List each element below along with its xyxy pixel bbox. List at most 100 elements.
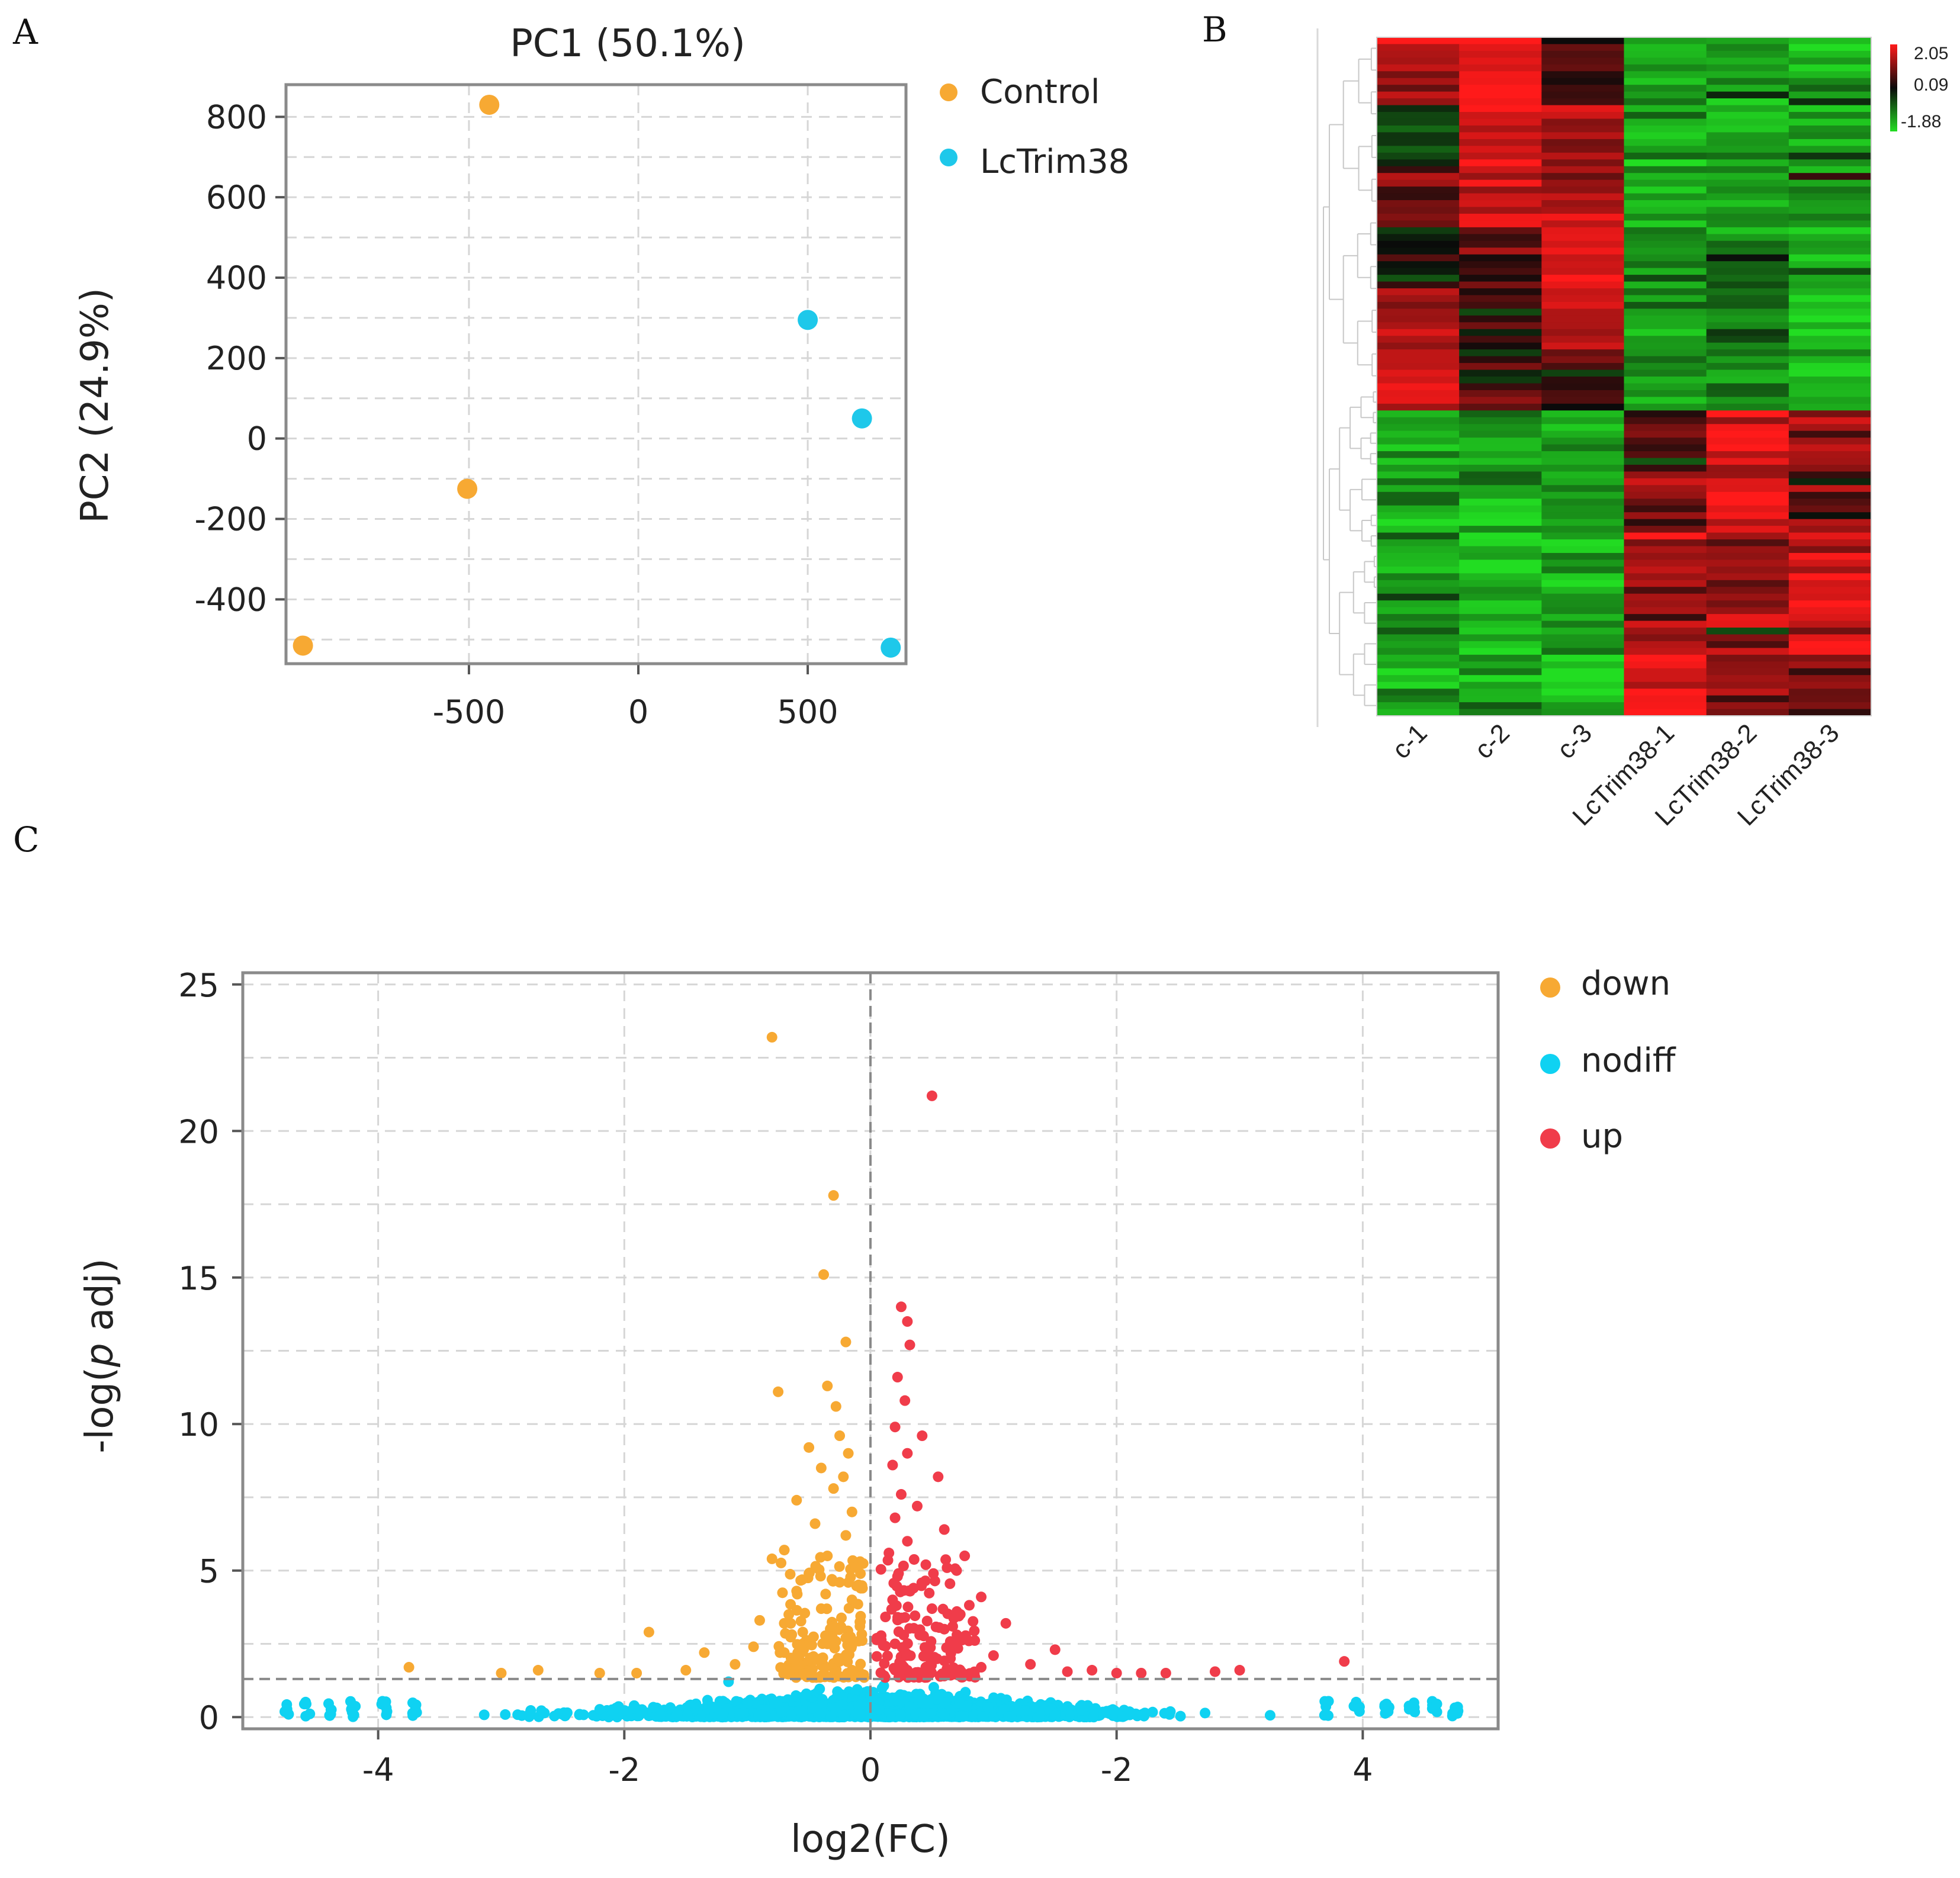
heatmap-cell — [1788, 261, 1872, 269]
heatmap-cell — [1706, 424, 1789, 432]
heatmap-cell — [1459, 220, 1542, 228]
heatmap-cell — [1541, 485, 1625, 493]
pca-x-tick-label: 0 — [628, 693, 648, 731]
heatmap-cell — [1459, 526, 1542, 533]
heatmap-cell — [1459, 464, 1542, 472]
volcano-point-nodiff — [1088, 1712, 1099, 1723]
volcano-point-up — [928, 1568, 939, 1579]
legend-label-control: Control — [980, 73, 1100, 111]
heatmap-cell — [1377, 702, 1460, 710]
volcano-point-up — [926, 1603, 937, 1615]
heatmap-cell — [1377, 125, 1460, 133]
pca-point-lctrim38 — [798, 310, 818, 330]
heatmap-cell — [1624, 220, 1707, 228]
heatmap-cell — [1706, 410, 1789, 418]
heatmap-cell — [1377, 438, 1460, 445]
heatmap-cell — [1377, 139, 1460, 146]
heatmap-cell — [1459, 430, 1542, 438]
heatmap-cell — [1624, 78, 1707, 85]
heatmap-cell — [1706, 478, 1789, 485]
volcano-point-nodiff — [923, 1698, 934, 1709]
volcano-point-down — [730, 1659, 741, 1670]
heatmap-cell — [1624, 98, 1707, 106]
heatmap-cell — [1624, 213, 1707, 221]
heatmap-cell — [1459, 410, 1542, 418]
heatmap-cell — [1541, 702, 1625, 710]
heatmap-cell — [1459, 207, 1542, 214]
volcano-point-nodiff — [578, 1709, 589, 1721]
heatmap-cell — [1624, 573, 1707, 581]
heatmap-cell — [1377, 695, 1460, 703]
volcano-point-up — [876, 1630, 887, 1641]
volcano-point-up — [924, 1587, 935, 1599]
heatmap-cell — [1788, 44, 1872, 52]
heatmap-cell — [1541, 166, 1625, 173]
volcano-point-nodiff — [411, 1707, 422, 1718]
heatmap-cell — [1624, 193, 1707, 201]
heatmap-cell — [1377, 471, 1460, 479]
volcano-point-up — [1339, 1656, 1350, 1667]
volcano-point-down — [496, 1667, 507, 1678]
heatmap-color-bar — [1890, 44, 1897, 131]
heatmap-cell — [1706, 78, 1789, 85]
heatmap-cell — [1624, 559, 1707, 567]
heatmap-cell — [1706, 451, 1789, 459]
heatmap-cell — [1541, 64, 1625, 72]
heatmap-cell — [1459, 648, 1542, 655]
heatmap-cell — [1541, 478, 1625, 485]
volcano-y-tick-label: 15 — [178, 1260, 219, 1297]
heatmap-cell — [1624, 464, 1707, 472]
heatmap-cell — [1706, 620, 1789, 628]
heatmap-cell — [1377, 213, 1460, 221]
heatmap-cell — [1624, 118, 1707, 126]
heatmap-cell — [1459, 240, 1542, 248]
heatmap-cell — [1624, 451, 1707, 459]
heatmap-cell — [1459, 342, 1542, 350]
volcano-point-down — [855, 1658, 866, 1670]
heatmap-cell — [1377, 268, 1460, 275]
legend-marker-down — [1540, 977, 1560, 998]
heatmap-cell — [1624, 539, 1707, 547]
volcano-point-nodiff — [1352, 1703, 1364, 1715]
volcano-point-nodiff — [904, 1701, 915, 1712]
heatmap-cell — [1377, 146, 1460, 153]
heatmap-cell — [1541, 546, 1625, 554]
heatmap-cell — [1788, 403, 1872, 411]
volcano-point-down — [856, 1635, 867, 1647]
volcano-point-down — [680, 1665, 692, 1676]
heatmap-cell — [1788, 377, 1872, 384]
pca-point-lctrim38 — [852, 408, 872, 429]
heatmap-cell — [1706, 559, 1789, 567]
volcano-point-nodiff — [671, 1709, 683, 1720]
legend-label-nodiff: nodiff — [1581, 1041, 1676, 1080]
heatmap-cell — [1377, 166, 1460, 173]
volcano-point-down — [795, 1616, 807, 1627]
heatmap-cell — [1459, 417, 1542, 425]
volcano-point-nodiff — [931, 1693, 942, 1705]
volcano-y-tick-label: 5 — [199, 1553, 219, 1590]
heatmap-cell — [1706, 295, 1789, 303]
heatmap-cell — [1459, 85, 1542, 92]
heatmap-cell — [1541, 295, 1625, 303]
pca-point-lctrim38 — [881, 637, 901, 658]
heatmap-cell — [1706, 634, 1789, 642]
heatmap-cell — [1788, 329, 1872, 336]
heatmap-cell — [1788, 648, 1872, 655]
heatmap-cell — [1624, 227, 1707, 234]
volcano-point-down — [829, 1642, 840, 1654]
heatmap-cell — [1459, 532, 1542, 540]
heatmap-cell — [1788, 485, 1872, 493]
volcano-point-nodiff — [878, 1680, 889, 1692]
heatmap-cell — [1788, 491, 1872, 499]
pca-point-control — [457, 478, 478, 499]
heatmap-cell — [1706, 654, 1789, 662]
volcano-point-down — [840, 1530, 852, 1541]
heatmap-cell — [1459, 369, 1542, 377]
heatmap-cell — [1624, 322, 1707, 330]
volcano-point-down — [822, 1550, 833, 1561]
heatmap-cell — [1706, 118, 1789, 126]
heatmap-cell — [1377, 464, 1460, 472]
heatmap-cell — [1377, 532, 1460, 540]
heatmap-cell — [1377, 505, 1460, 513]
heatmap-cell — [1541, 234, 1625, 242]
